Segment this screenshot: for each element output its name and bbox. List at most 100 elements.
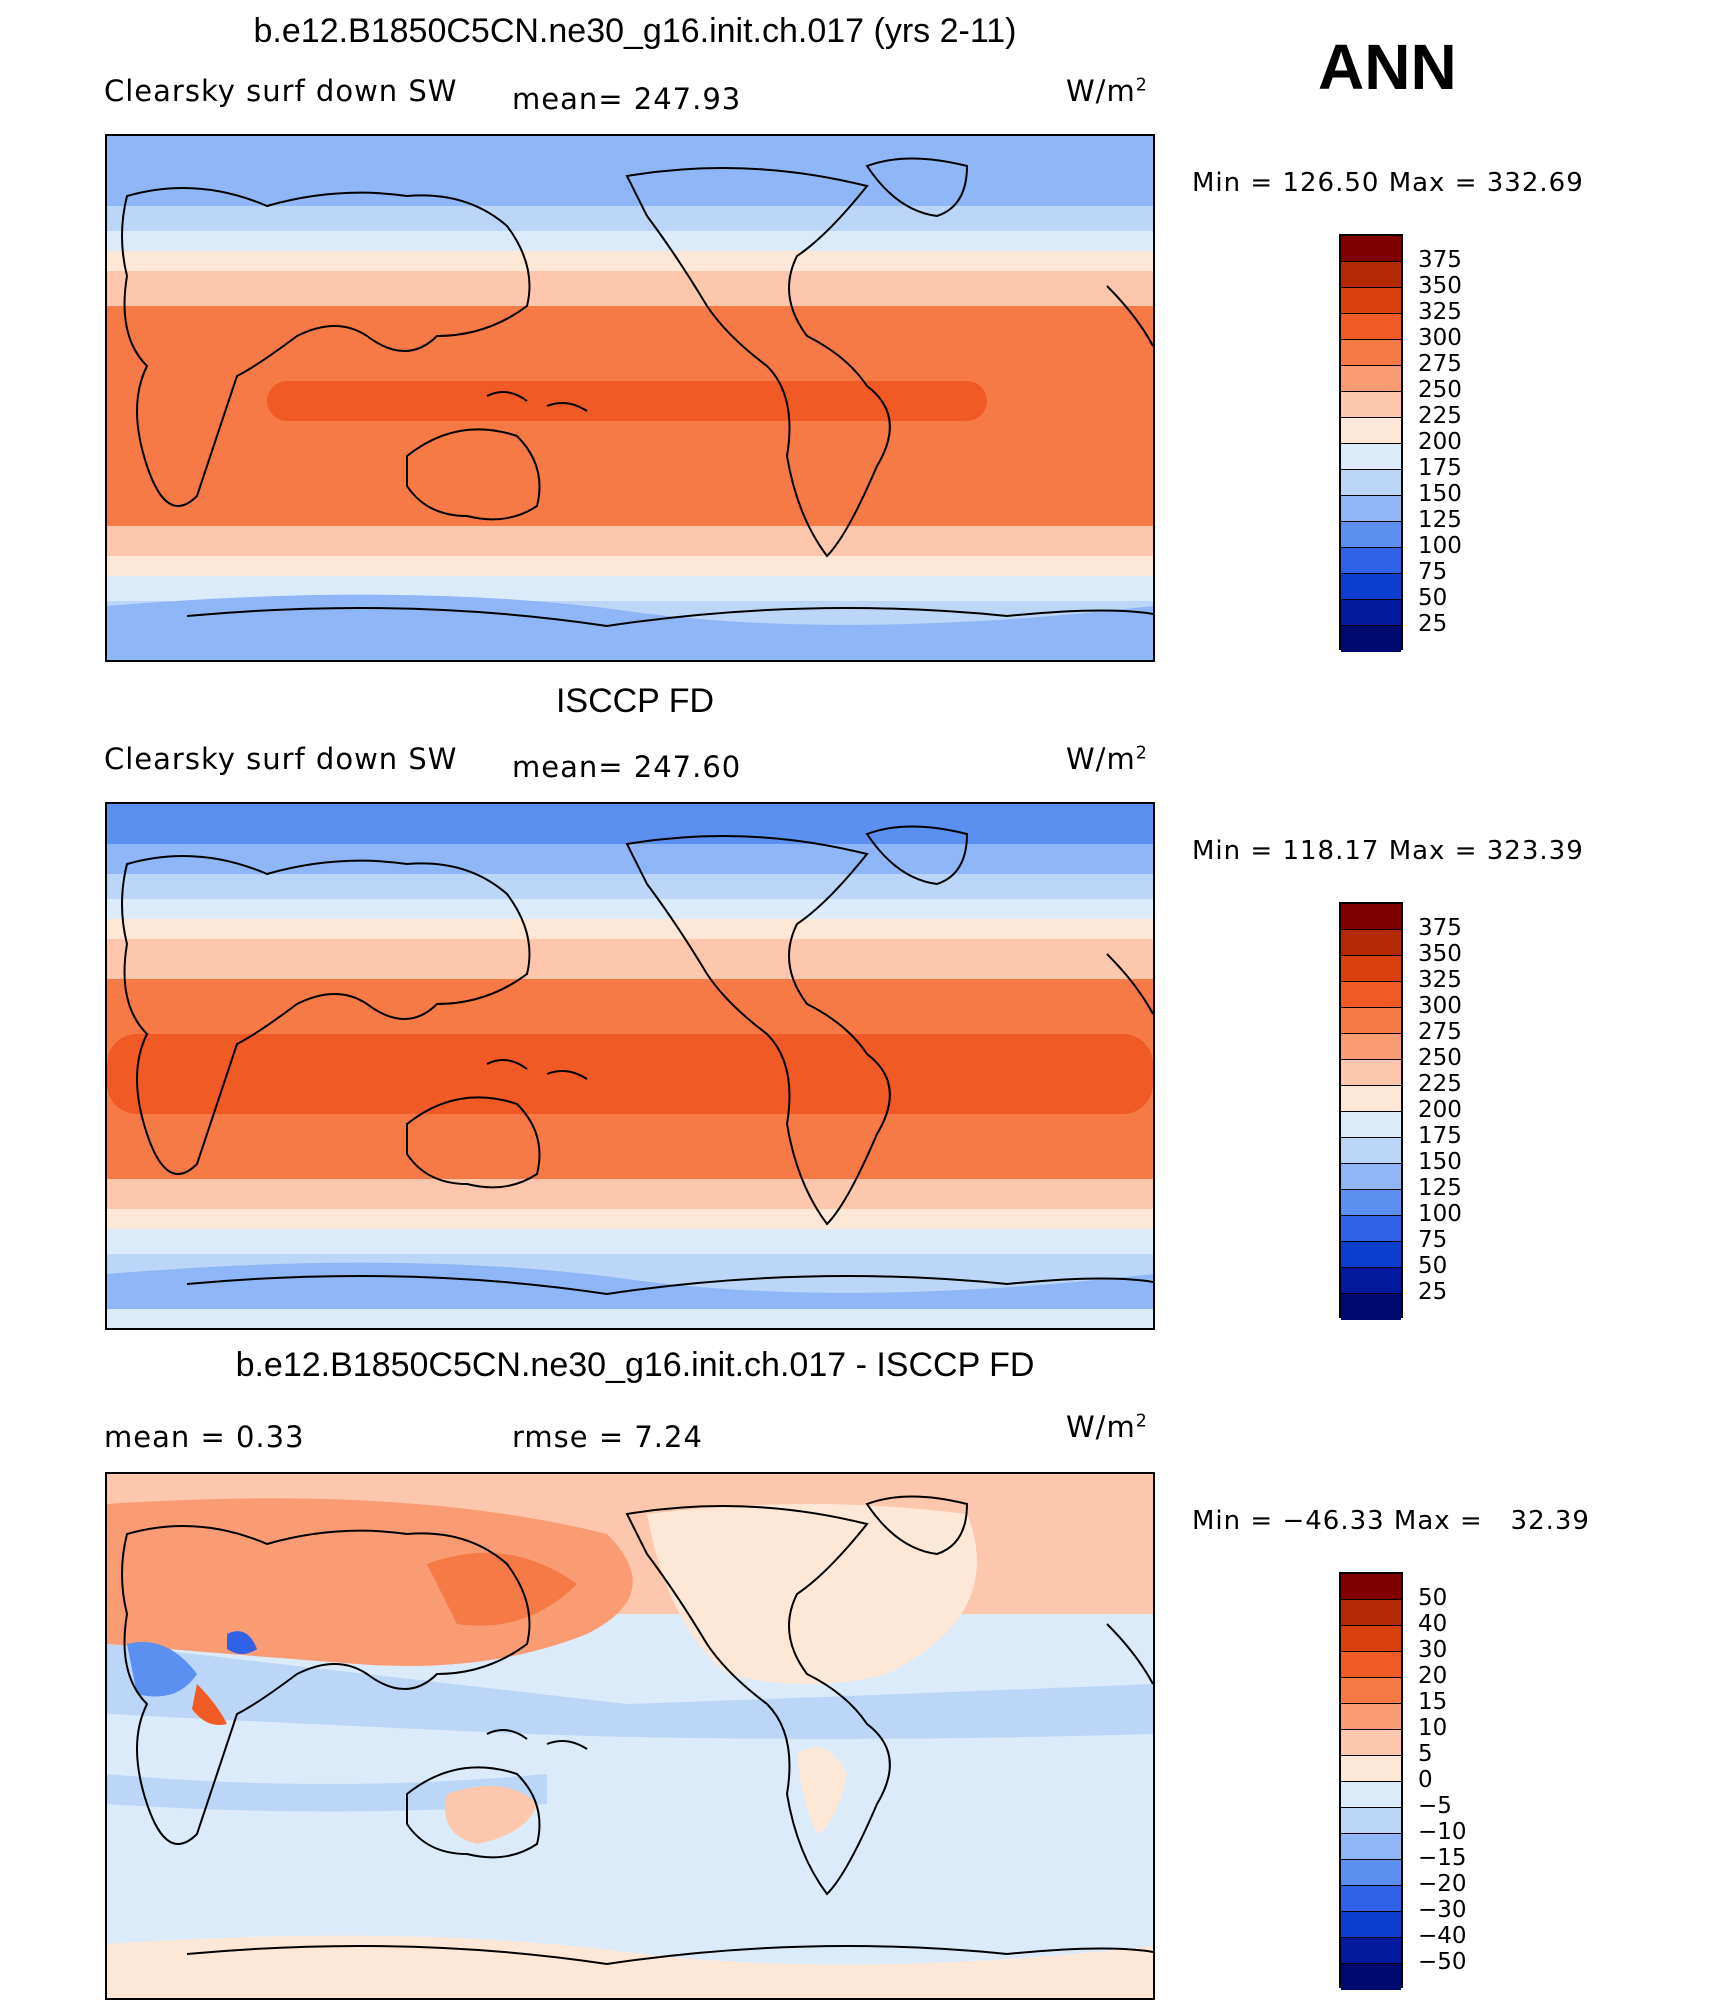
colorbar-swatch <box>1341 1086 1401 1112</box>
panel-3-rmse-label: rmse = 7.24 <box>512 1420 703 1454</box>
colorbar-tick-label: 350 <box>1418 273 1462 299</box>
colorbar-swatch <box>1341 1574 1401 1600</box>
colorbar-tick-label: 5 <box>1418 1741 1433 1767</box>
panel-2-contour-field <box>107 804 1153 1328</box>
colorbar-tick-label: −50 <box>1418 1949 1467 1975</box>
panel-1-units: W/m2 <box>1066 74 1148 108</box>
colorbar-swatch <box>1341 1652 1401 1678</box>
colorbar-swatch <box>1341 1704 1401 1730</box>
colorbar-tick-label: 225 <box>1418 1071 1462 1097</box>
colorbar-swatch <box>1341 1216 1401 1242</box>
colorbar-tick-label: 250 <box>1418 1045 1462 1071</box>
colorbar-swatch <box>1341 1294 1401 1320</box>
colorbar-tick-label: 375 <box>1418 247 1462 273</box>
colorbar-swatch <box>1341 366 1401 392</box>
colorbar-swatch <box>1341 548 1401 574</box>
colorbar-swatch <box>1341 262 1401 288</box>
colorbar-swatch <box>1341 1938 1401 1964</box>
colorbar-swatch <box>1341 1268 1401 1294</box>
panel-2-colorbar-ticks: 375 350 325 300 275 250 225 200 175 150 … <box>1418 915 1462 1305</box>
colorbar-swatch <box>1341 1138 1401 1164</box>
colorbar-tick-label: 350 <box>1418 941 1462 967</box>
panel-3-units: W/m2 <box>1066 1410 1148 1444</box>
colorbar-tick-label: 50 <box>1418 1253 1448 1279</box>
panel-1-contour-field <box>107 136 1153 660</box>
colorbar-tick-label: 75 <box>1418 1227 1448 1253</box>
panel-3-map <box>105 1472 1155 2000</box>
colorbar-tick-label: 125 <box>1418 1175 1462 1201</box>
colorbar-swatch <box>1341 1808 1401 1834</box>
colorbar-swatch <box>1341 1782 1401 1808</box>
panel-2-map <box>105 802 1155 1330</box>
panel-2-title: ISCCP FD <box>555 682 715 720</box>
colorbar-tick-label: 125 <box>1418 507 1462 533</box>
colorbar-swatch <box>1341 1886 1401 1912</box>
colorbar-tick-label: 100 <box>1418 533 1462 559</box>
colorbar-swatch <box>1341 1060 1401 1086</box>
colorbar-tick-label: 275 <box>1418 1019 1462 1045</box>
colorbar-tick-label: 150 <box>1418 1149 1462 1175</box>
colorbar-swatch <box>1341 930 1401 956</box>
colorbar-swatch <box>1341 1730 1401 1756</box>
colorbar-swatch <box>1341 956 1401 982</box>
panel-3-colorbar-ticks: 50 40 30 20 15 10 5 0 −5 −10 −15 −20 −30… <box>1418 1585 1467 1975</box>
panel-1-mean-label: mean= 247.93 <box>512 82 742 116</box>
colorbar-tick-label: 250 <box>1418 377 1462 403</box>
colorbar-swatch <box>1341 1626 1401 1652</box>
colorbar-tick-label: 25 <box>1418 1279 1448 1305</box>
colorbar-swatch <box>1341 1600 1401 1626</box>
colorbar-tick-label: −40 <box>1418 1923 1467 1949</box>
colorbar-swatch <box>1341 1912 1401 1938</box>
colorbar-tick-label: 50 <box>1418 585 1448 611</box>
colorbar-tick-label: 20 <box>1418 1663 1448 1689</box>
panel-3-colorbar <box>1339 1572 1403 1990</box>
colorbar-tick-label: 175 <box>1418 1123 1462 1149</box>
colorbar-tick-label: 300 <box>1418 325 1462 351</box>
colorbar-swatch <box>1341 444 1401 470</box>
colorbar-swatch <box>1341 522 1401 548</box>
colorbar-tick-label: 100 <box>1418 1201 1462 1227</box>
colorbar-tick-label: −30 <box>1418 1897 1467 1923</box>
colorbar-tick-label: 200 <box>1418 429 1462 455</box>
colorbar-swatch <box>1341 470 1401 496</box>
colorbar-swatch <box>1341 1964 1401 1990</box>
colorbar-swatch <box>1341 392 1401 418</box>
colorbar-tick-label: 175 <box>1418 455 1462 481</box>
panel-2-units: W/m2 <box>1066 742 1148 776</box>
panel-2-minmax: Min = 118.17 Max = 323.39 <box>1192 836 1584 866</box>
colorbar-tick-label: 50 <box>1418 1585 1448 1611</box>
colorbar-tick-label: 275 <box>1418 351 1462 377</box>
colorbar-swatch <box>1341 1242 1401 1268</box>
colorbar-swatch <box>1341 626 1401 652</box>
panel-3-minmax: Min = −46.33 Max = 32.39 <box>1192 1506 1590 1536</box>
colorbar-tick-label: 75 <box>1418 559 1448 585</box>
colorbar-tick-label: 225 <box>1418 403 1462 429</box>
panel-1-minmax: Min = 126.50 Max = 332.69 <box>1192 168 1584 198</box>
colorbar-tick-label: 0 <box>1418 1767 1433 1793</box>
panel-1-variable-label: Clearsky surf down SW <box>104 74 458 108</box>
colorbar-swatch <box>1341 600 1401 626</box>
colorbar-swatch <box>1341 340 1401 366</box>
panel-3-contour-field <box>107 1474 1153 1998</box>
colorbar-tick-label: −15 <box>1418 1845 1467 1871</box>
panel-2-variable-label: Clearsky surf down SW <box>104 742 458 776</box>
panel-1-title: b.e12.B1850C5CN.ne30_g16.init.ch.017 (yr… <box>253 12 1017 50</box>
panel-1-map <box>105 134 1155 662</box>
panel-3-mean-label: mean = 0.33 <box>104 1420 305 1454</box>
colorbar-tick-label: 325 <box>1418 967 1462 993</box>
colorbar-swatch <box>1341 1008 1401 1034</box>
colorbar-tick-label: 25 <box>1418 611 1448 637</box>
colorbar-swatch <box>1341 1034 1401 1060</box>
panel-3-title: b.e12.B1850C5CN.ne30_g16.init.ch.017 - I… <box>235 1346 1035 1384</box>
colorbar-swatch <box>1341 496 1401 522</box>
colorbar-swatch <box>1341 574 1401 600</box>
panel-1-colorbar-ticks: 375 350 325 300 275 250 225 200 175 150 … <box>1418 247 1462 637</box>
colorbar-swatch <box>1341 1834 1401 1860</box>
colorbar-swatch <box>1341 1112 1401 1138</box>
colorbar-swatch <box>1341 236 1401 262</box>
colorbar-tick-label: 300 <box>1418 993 1462 1019</box>
colorbar-swatch <box>1341 904 1401 930</box>
colorbar-tick-label: 40 <box>1418 1611 1448 1637</box>
colorbar-swatch <box>1341 982 1401 1008</box>
colorbar-swatch <box>1341 288 1401 314</box>
